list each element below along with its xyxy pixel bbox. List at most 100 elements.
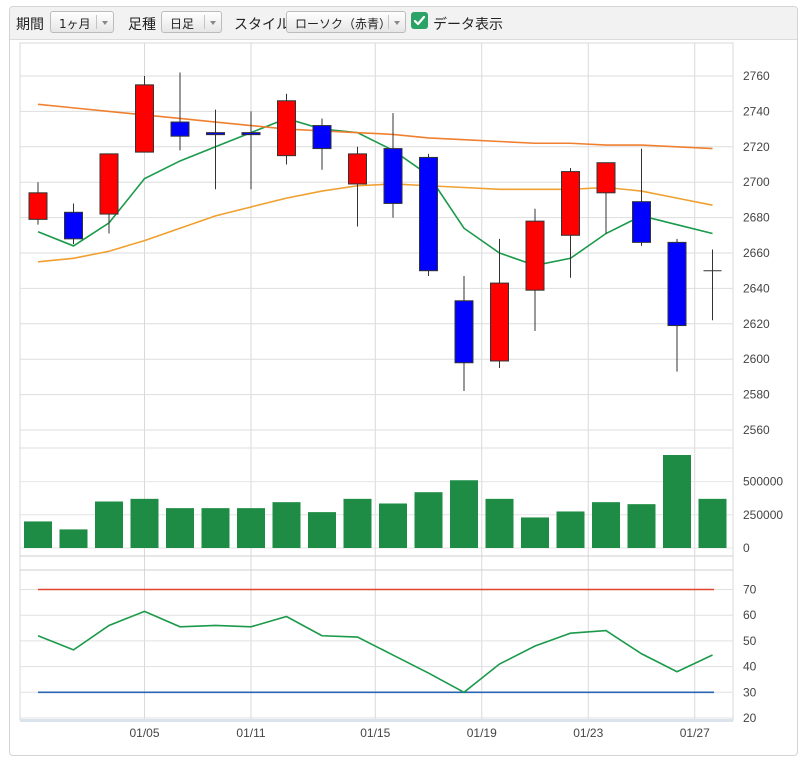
- volume-bar: [698, 498, 727, 548]
- data-display-checkbox[interactable]: [411, 12, 428, 29]
- candle-body: [241, 132, 261, 136]
- candle-body: [170, 121, 190, 137]
- price-tick-label: 2560: [743, 423, 770, 437]
- volume-bar: [627, 504, 656, 548]
- candle-body: [348, 153, 367, 185]
- candle-body: [64, 211, 83, 240]
- chevron-down-icon: [102, 21, 108, 25]
- volume-panel: [24, 455, 727, 548]
- chevron-down-icon: [394, 21, 400, 25]
- x-axis: 01/05 01/11 01/15 01/19 01/23 01/27: [129, 726, 710, 740]
- volume-bar: [166, 508, 194, 548]
- select-divider: [96, 15, 97, 29]
- x-tick-label: 01/05: [129, 726, 159, 740]
- x-tick-label: 01/15: [360, 726, 390, 740]
- candlestick: [28, 182, 48, 225]
- price-tick-label: 2720: [743, 140, 770, 154]
- data-display-label: データ表示: [433, 17, 503, 33]
- candle-body: [383, 148, 403, 204]
- candlestick: [596, 162, 616, 234]
- volume-bar: [95, 501, 123, 548]
- candle-body: [596, 162, 616, 194]
- moving-average-line: [37, 117, 713, 267]
- volume-bar: [308, 512, 336, 548]
- oscillator-tick-label: 60: [743, 608, 757, 622]
- period-select-value: 1ヶ月: [59, 17, 91, 31]
- price-tick-label: 2760: [743, 69, 770, 83]
- price-tick-label: 2660: [743, 246, 770, 260]
- candlestick: [525, 208, 545, 331]
- price-tick-label: 2640: [743, 281, 770, 295]
- price-tick-label: 2580: [743, 388, 770, 402]
- candle-body: [135, 84, 154, 153]
- price-tick-label: 2600: [743, 352, 770, 366]
- candlestick: [490, 238, 509, 369]
- style-select[interactable]: ローソク（赤青）: [286, 11, 406, 33]
- volume-tick-label: 0: [743, 541, 750, 555]
- volume-bar: [485, 498, 514, 548]
- candle-body: [99, 153, 119, 215]
- bar-type-label: 足種: [128, 17, 156, 33]
- oscillator-line: [37, 610, 713, 694]
- checkmark-icon: [413, 15, 426, 26]
- candle-body: [632, 201, 651, 243]
- candlestick: [348, 146, 367, 227]
- candlestick: [99, 153, 119, 234]
- candlestick: [206, 109, 225, 190]
- x-tick-label: 01/11: [236, 726, 265, 740]
- volume-bar: [237, 508, 265, 548]
- candle-body: [667, 241, 687, 327]
- oscillator-tick-label: 70: [743, 583, 757, 597]
- candlestick: [383, 113, 403, 218]
- candle-body: [561, 171, 580, 236]
- volume-bar: [592, 502, 620, 548]
- candlestick: [312, 118, 332, 170]
- candle-body: [454, 300, 474, 364]
- candle-body: [277, 100, 296, 157]
- candlestick: [632, 148, 651, 246]
- oscillator-tick-label: 40: [743, 660, 757, 674]
- price-tick-label: 2700: [743, 175, 770, 189]
- bar-type-select-value: 日足: [170, 17, 195, 31]
- select-divider: [388, 15, 389, 29]
- volume-bar: [556, 511, 585, 548]
- candlestick: [64, 203, 83, 245]
- oscillator-tick-label: 50: [743, 634, 757, 648]
- candlestick: [703, 249, 722, 321]
- x-tick-label: 01/27: [680, 726, 710, 740]
- volume-bar: [521, 517, 549, 548]
- volume-bar: [379, 503, 407, 548]
- price-tick-label: 2620: [743, 317, 770, 331]
- chart-grid: 2560 2580 2600 2620 2640 2660 2680 2700 2720 2740…: [19, 42, 783, 725]
- candlestick: [454, 276, 474, 392]
- x-tick-label: 01/19: [467, 726, 497, 740]
- style-select-value: ローソク（赤青）: [295, 17, 392, 31]
- candle-body: [419, 156, 438, 272]
- oscillator-panel: [20, 588, 733, 722]
- candle-body: [28, 192, 48, 220]
- volume-bar: [130, 498, 159, 548]
- style-label: スタイル: [234, 17, 290, 33]
- period-label: 期間: [16, 17, 44, 33]
- candle-body: [490, 282, 509, 362]
- price-tick-label: 2680: [743, 211, 770, 225]
- volume-tick-label: 250000: [743, 508, 783, 522]
- price-tick-label: 2740: [743, 104, 770, 118]
- volume-bar: [24, 521, 52, 548]
- bar-type-select[interactable]: 日足: [161, 11, 222, 33]
- period-select[interactable]: 1ヶ月: [50, 11, 114, 33]
- volume-bar: [59, 529, 88, 548]
- volume-bar: [343, 498, 372, 548]
- volume-bar: [450, 480, 478, 548]
- volume-bar: [663, 455, 691, 548]
- candlestick: [277, 93, 296, 165]
- chevron-down-icon: [210, 21, 216, 25]
- candlestick: [561, 168, 580, 278]
- candlestick: [135, 76, 154, 153]
- chart-toolbar: 期間 1ヶ月 足種 日足 スタイル ローソク（赤青） データ表示: [10, 7, 797, 40]
- candlestick: [419, 153, 438, 277]
- candle-body: [525, 220, 545, 291]
- candle-body: [206, 132, 225, 136]
- price-panel: [28, 72, 722, 392]
- candlestick: [170, 72, 190, 151]
